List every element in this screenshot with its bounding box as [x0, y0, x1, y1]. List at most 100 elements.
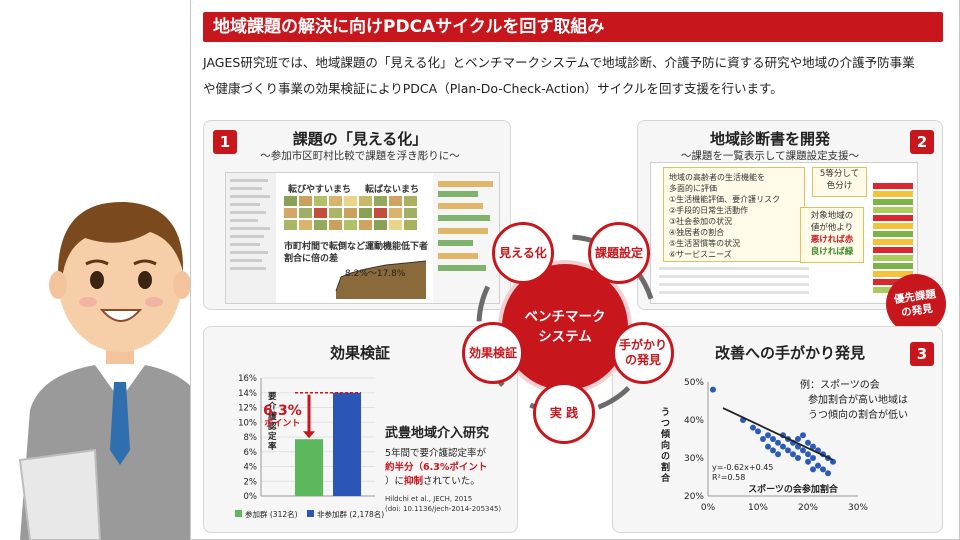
checklist-line: ⑤生活習慣等の状況: [669, 239, 741, 248]
scatter-point: [755, 428, 761, 435]
cycle-node-effect-verification: 効果検証: [462, 322, 524, 384]
cycle-node-practice: 実 践: [533, 382, 595, 444]
panel1-number: 1: [213, 130, 237, 154]
scatter-ytick-label: 30%: [684, 454, 704, 464]
scatter-point: [785, 447, 791, 454]
scatter-xtick-label: 10%: [748, 503, 768, 513]
scatter-note-line: 例：スポーツの会: [800, 380, 880, 391]
scatter-xlabel: スポーツの会参加割合: [748, 483, 839, 495]
panel1-caption-2: 割合に倍の差: [284, 254, 339, 264]
scatter-point: [770, 447, 776, 454]
bar-participant: [295, 439, 323, 496]
citation-line: (doi: 10.1136/jech-2014-205345): [385, 505, 502, 513]
regression-r2: R²=0.58: [712, 473, 746, 482]
bar-non-participant: [333, 392, 361, 496]
scatter-point: [800, 447, 806, 454]
panel3-number: 3: [910, 342, 934, 366]
bar-legend-label: 非参加群 (2,178名): [317, 509, 384, 519]
hub-line: システム: [538, 329, 592, 345]
reduction-unit: ポイント: [264, 419, 301, 429]
scatter-point: [765, 432, 771, 439]
scatter-note-line: うつ傾向の割合が低い: [808, 410, 908, 421]
reduction-percent: 6.3%: [263, 403, 302, 419]
label-fall-prone-town: 転びやすいまち: [288, 185, 352, 195]
checklist-line: ③社会参加の状況: [669, 217, 733, 226]
scatter-point: [760, 436, 766, 442]
color-note-line-red: 悪ければ赤: [810, 235, 854, 245]
scatter-point: [810, 443, 816, 450]
color-note-line-green: 良ければ緑: [810, 247, 854, 257]
cycle-node-visualize: 見える化: [492, 222, 554, 284]
bar-ytick-label: 2%: [244, 477, 258, 487]
scatter-ytick-label: 50%: [684, 378, 704, 388]
study-title: 武豊地域介入研究: [385, 426, 490, 441]
panel1-range: 8.2%～17.8%: [345, 269, 406, 279]
panel3-title: 改善への手がかり発見: [714, 344, 865, 362]
scatter-xtick-label: 0%: [701, 503, 716, 513]
bar-ytick-label: 10%: [238, 418, 257, 428]
bar-ytick-label: 8%: [244, 433, 258, 443]
checklist-line: ⑥サービスニーズ: [669, 250, 732, 259]
presenter-illustration: [18, 201, 245, 540]
cycle-node-issue-setting: 課題設定: [588, 222, 650, 284]
scatter-point: [790, 451, 796, 458]
scatter-note-line: 参加割合が高い地域は: [808, 395, 908, 406]
scatter-point: [810, 466, 816, 473]
bar-legend-label: 参加群 (312名): [245, 509, 298, 519]
scatter-ytick-label: 20%: [684, 492, 704, 502]
panel2-number: 2: [910, 130, 934, 154]
scatter-point: [800, 432, 806, 439]
quintile-note-line: 色分け: [826, 181, 853, 191]
checklist-line: ①生活機能評価、要介護リスク: [669, 195, 781, 204]
label-fall-safe-town: 転ばないまち: [365, 185, 420, 195]
panel2-mini-table: [659, 183, 913, 294]
scatter-xtick-label: 20%: [798, 503, 818, 513]
color-note-line: 対象地域の: [810, 211, 854, 221]
scatter-point: [765, 443, 771, 450]
panel2-title: 地域診断書を開発: [709, 130, 830, 148]
color-coding-note: 対象地域の 値が他より 悪ければ赤 良ければ緑: [800, 207, 864, 263]
citation: Hildchi et al., JECH, 2015 (doi: 10.1136…: [385, 494, 515, 514]
intro-text: JAGES研究班では、地域課題の「見える化」とベンチマークシステムで地域診断、介…: [203, 50, 953, 102]
intro-line-2: や健康づくり事業の効果検証によりPDCA（Plan-Do-Check-Actio…: [203, 81, 783, 96]
scatter-point: [815, 462, 821, 469]
scatter-point: [775, 439, 781, 446]
trend-line: [722, 407, 834, 461]
scatter-point: [775, 451, 781, 458]
checklist-line: ②手段的日常生活動作: [669, 206, 749, 215]
hub-line: ベンチマーク: [524, 309, 606, 325]
intro-line-1: JAGES研究班では、地域課題の「見える化」とベンチマークシステムで地域診断、介…: [203, 55, 915, 70]
study-line-3: ）に抑制されていた。: [385, 475, 510, 489]
study-line-2: 約半分（6.3%ポイント: [385, 462, 488, 473]
bar-chart-ylabel: 要介護認定率: [268, 392, 277, 452]
quintile-note-line: 5等分して: [819, 169, 860, 179]
panel1-title: 課題の「見える化」: [292, 130, 428, 148]
bar-ytick-label: 4%: [244, 463, 258, 473]
regression-equation: y=-0.62x+0.45 R²=0.58: [712, 463, 773, 483]
reduction-arrow-head: [303, 431, 315, 439]
scatter-xtick-label: 30%: [848, 503, 868, 513]
scatter-point: [795, 436, 801, 442]
study-text: ）に: [385, 476, 405, 487]
bar-ytick-label: 14%: [238, 389, 257, 399]
bar-legend-swatch: [307, 510, 314, 517]
panel1-caption-1: 市町村間で転倒など運動機能低下者: [284, 242, 429, 252]
diagnosis-checklist: 地域の高齢者の生活機能を 多面的に評価 ①生活機能評価、要介護リスク ②手段的日…: [663, 167, 805, 262]
scatter-point: [710, 386, 716, 393]
regression-formula: y=-0.62x+0.45: [712, 463, 774, 472]
panel1-heatmap: [284, 196, 424, 234]
scatter-point: [770, 436, 776, 442]
citation-line: Hildchi et al., JECH, 2015: [385, 495, 473, 503]
scatter-ytick-label: 40%: [684, 416, 704, 426]
study-line-1: 5年間で要介護認定率が: [385, 448, 487, 459]
scatter-point: [795, 455, 801, 461]
cycle-node-clue-discovery: 手がかり の発見: [612, 322, 674, 384]
study-summary: 武豊地域介入研究 5年間で要介護認定率が 約半分（6.3%ポイント ）に抑制され…: [385, 422, 510, 489]
scatter-point: [750, 424, 756, 431]
study-emphasis: 抑制: [404, 476, 424, 487]
bar-ytick-label: 6%: [244, 448, 258, 458]
reduction-annotation: 6.3% ポイント: [263, 403, 302, 430]
sports-depression-scatter: 20% 30% 40% 50% 0% 10% 20% 30% スポーツの会参加割合: [684, 378, 868, 513]
scatter-point: [805, 451, 811, 458]
clue-line: 手がかり: [618, 338, 667, 352]
